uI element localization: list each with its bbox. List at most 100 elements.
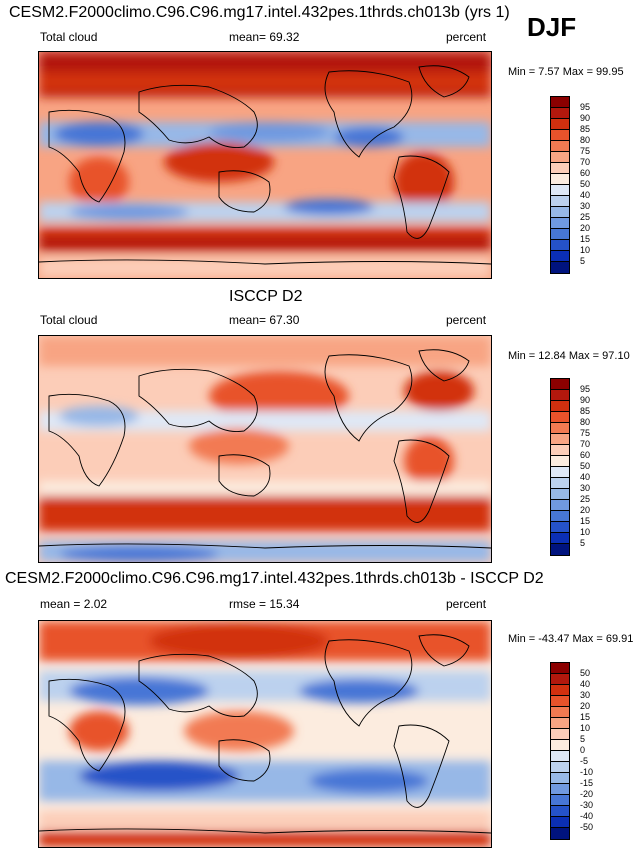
panel-3-units-label: percent [446, 597, 487, 611]
colorbar-tick-label: 60 [580, 450, 591, 460]
colorbar-swatch [551, 522, 569, 533]
colorbar-swatch [551, 773, 569, 784]
colorbar-swatch [551, 390, 569, 401]
colorbar-swatch [551, 500, 569, 511]
panel-3-minmax: Min = -43.47 Max = 69.91 [508, 633, 634, 645]
colorbar-swatch [551, 707, 569, 718]
colorbar-tick-label: -20 [580, 789, 594, 799]
colorbar-swatch [551, 251, 569, 262]
colorbar-swatch [551, 456, 569, 467]
colorbar-swatch [551, 828, 569, 839]
colorbar-swatch [551, 379, 569, 390]
colorbar-tick-label: 20 [580, 505, 591, 515]
colorbar-swatch [551, 207, 569, 218]
colorbar-swatch [551, 740, 569, 751]
colorbar-tick-label: 5 [580, 256, 586, 266]
colorbar-tick-label: 40 [580, 472, 591, 482]
colorbar-tick-label: 60 [580, 168, 591, 178]
colorbar-swatch [551, 751, 569, 762]
colorbar-tick-label: -30 [580, 800, 594, 810]
colorbar-swatch [551, 544, 569, 555]
colorbar-tick-label: 75 [580, 428, 591, 438]
colorbar-tick-label: 10 [580, 527, 591, 537]
panel-3-title: CESM2.F2000climo.C96.C96.mg17.intel.432p… [5, 570, 544, 587]
colorbar-swatch [551, 762, 569, 773]
panel-1-title: CESM2.F2000climo.C96.C96.mg17.intel.432p… [9, 4, 510, 21]
colorbar-swatch [551, 240, 569, 251]
colorbar-swatch [551, 729, 569, 740]
panel-2-mean-label: mean= 67.30 [229, 313, 300, 327]
colorbar-swatch [551, 262, 569, 273]
colorbar-swatch [551, 696, 569, 707]
colorbar-tick-label: 15 [580, 516, 591, 526]
colorbar-tick-label: 25 [580, 212, 591, 222]
season-label: DJF [527, 12, 577, 42]
colorbar-swatch [551, 806, 569, 817]
colorbar-swatch [551, 445, 569, 456]
panel-1-units-label: percent [446, 30, 487, 44]
colorbar-tick-label: 40 [580, 190, 591, 200]
colorbar-swatch [551, 119, 569, 130]
colorbar-swatch [551, 97, 569, 108]
colorbar-swatch [551, 141, 569, 152]
panel-1-map [38, 51, 492, 279]
panel-1-variable-label: Total cloud [40, 30, 98, 44]
colorbar-tick-label: 75 [580, 146, 591, 156]
colorbar-swatch [551, 423, 569, 434]
colorbar-tick-label: -5 [580, 756, 589, 766]
colorbar-swatch [551, 185, 569, 196]
colorbar-swatch [551, 817, 569, 828]
colorbar-tick-label: 50 [580, 668, 591, 678]
colorbar-tick-label: 30 [580, 201, 591, 211]
colorbar-swatch [551, 152, 569, 163]
colorbar-swatch [551, 467, 569, 478]
panel-3-colorbar [550, 662, 570, 840]
panel-3-map [38, 620, 492, 848]
colorbar-swatch [551, 196, 569, 207]
colorbar-tick-label: -40 [580, 811, 594, 821]
colorbar-tick-label: 40 [580, 679, 591, 689]
colorbar-swatch [551, 478, 569, 489]
colorbar-tick-label: 90 [580, 395, 591, 405]
colorbar-tick-label: 50 [580, 179, 591, 189]
colorbar-tick-label: 85 [580, 124, 591, 134]
colorbar-swatch [551, 685, 569, 696]
colorbar-tick-label: 50 [580, 461, 591, 471]
colorbar-swatch [551, 674, 569, 685]
colorbar-tick-label: 85 [580, 406, 591, 416]
colorbar-tick-label: 15 [580, 712, 591, 722]
colorbar-tick-label: 95 [580, 384, 591, 394]
colorbar-swatch [551, 401, 569, 412]
colorbar-tick-label: 25 [580, 494, 591, 504]
panel-2-units-label: percent [446, 313, 487, 327]
colorbar-tick-label: 10 [580, 723, 591, 733]
colorbar-tick-label: 10 [580, 245, 591, 255]
colorbar-tick-label: 80 [580, 135, 591, 145]
colorbar-swatch [551, 174, 569, 185]
colorbar-swatch [551, 795, 569, 806]
colorbar-tick-label: 70 [580, 157, 591, 167]
panel-2-variable-label: Total cloud [40, 313, 98, 327]
panel-3-rmse-label: rmse = 15.34 [229, 597, 300, 611]
panel-3-mean-label: mean = 2.02 [40, 597, 108, 611]
colorbar-swatch [551, 434, 569, 445]
panel-2-minmax: Min = 12.84 Max = 97.10 [508, 350, 630, 362]
colorbar-swatch [551, 412, 569, 423]
panel-1-minmax: Min = 7.57 Max = 99.95 [508, 66, 624, 78]
panel-2-map [38, 335, 492, 563]
colorbar-tick-label: 20 [580, 223, 591, 233]
panel-2-colorbar [550, 378, 570, 556]
colorbar-tick-label: 20 [580, 701, 591, 711]
colorbar-swatch [551, 489, 569, 500]
colorbar-tick-label: 80 [580, 417, 591, 427]
colorbar-tick-label: 5 [580, 734, 586, 744]
colorbar-tick-label: 70 [580, 439, 591, 449]
colorbar-tick-label: -15 [580, 778, 594, 788]
panel-2-title: ISCCP D2 [229, 288, 303, 305]
colorbar-tick-label: 30 [580, 690, 591, 700]
colorbar-swatch [551, 229, 569, 240]
colorbar-tick-label: 90 [580, 113, 591, 123]
colorbar-swatch [551, 163, 569, 174]
panel-1-mean-label: mean= 69.32 [229, 30, 300, 44]
colorbar-tick-label: 5 [580, 538, 586, 548]
